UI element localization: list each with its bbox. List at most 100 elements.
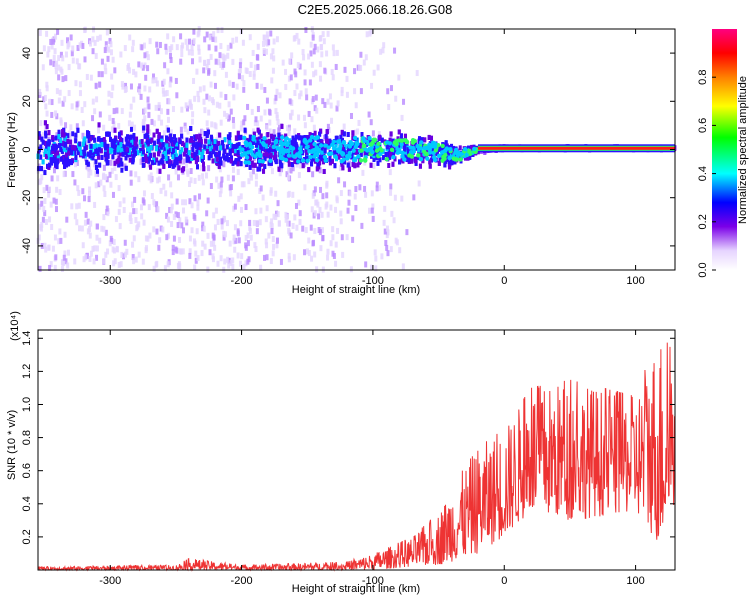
heatmap-cell [203,59,207,66]
heatmap-cell [172,139,176,145]
heatmap-cell [169,133,173,139]
heatmap-cell [67,90,71,97]
heatmap-cell [256,140,260,146]
heatmap-cell [76,150,80,156]
heatmap-cell [141,149,145,155]
heatmap-cell [326,211,330,218]
heatmap-cell [166,232,170,239]
heatmap-cell [334,142,338,148]
heatmap-cell [450,143,454,149]
heatmap-cell [220,140,224,146]
heatmap-cell [88,190,92,197]
heatmap-cell [265,242,269,249]
heatmap-cell [109,181,113,188]
heatmap-cell [323,67,327,74]
heatmap-cell [131,159,135,165]
heatmap-cell [384,152,388,158]
heatmap-cell [156,167,160,174]
heatmap-cell [196,255,200,262]
heatmap-cell [247,178,251,185]
heatmap-cell [157,176,161,183]
heatmap-cell [213,82,217,89]
heatmap-cell [147,158,151,164]
heatmap-cell [38,30,42,37]
heatmap-cell [166,127,170,133]
heatmap-cell [97,181,101,188]
heatmap-cell [93,108,97,115]
heatmap-cell [157,160,161,166]
heatmap-cell [381,47,385,54]
heatmap-cell [163,62,167,69]
heatmap-cell [244,204,248,211]
heatmap-cell [324,134,328,140]
heatmap-cell [47,186,51,193]
heatmap-cell [104,229,108,236]
heatmap-cell [385,225,389,232]
heatmap-cell [106,248,110,255]
heatmap-cell [191,111,195,118]
heatmap-cell [277,127,281,134]
heatmap-cell [380,137,384,143]
heatmap-cell [192,155,196,161]
heatmap-cell [174,77,178,84]
heatmap-cell [176,144,180,150]
heatmap-cell [183,142,187,148]
heatmap-cell [59,51,63,58]
heatmap-cell [258,166,262,172]
heatmap-cell [248,34,252,41]
heatmap-cell [351,236,355,243]
heatmap-cell [75,104,79,111]
heatmap-cell [400,195,404,202]
heatmap-cell [444,140,448,146]
heatmap-cell [175,44,179,51]
heatmap-cell [48,98,52,105]
heatmap-cell [47,139,51,145]
heatmap-cell [420,137,424,143]
heatmap-cell [118,151,122,157]
heatmap-cell [313,186,317,193]
heatmap-cell [237,237,241,244]
heatmap-cell [108,171,112,178]
heatmap-cell [149,164,153,170]
heatmap-cell [178,139,182,145]
heatmap-cell [102,124,106,131]
heatmap-cell [155,41,159,48]
heatmap-cell [85,73,89,80]
heatmap-cell [215,145,219,151]
heatmap-cell [287,227,291,234]
heatmap-cell [96,170,100,177]
heatmap-cell [91,115,95,122]
heatmap-cell [146,54,150,61]
heatmap-cell [285,171,289,178]
heatmap-cell [339,210,343,217]
heatmap-cell [204,146,208,152]
heatmap-cell [445,156,449,162]
heatmap-cell [458,154,462,160]
heatmap-cell [336,100,340,107]
heatmap-cell [76,127,80,133]
heatmap-cell [113,258,117,265]
heatmap-cell [238,62,242,69]
heatmap-cell [240,253,244,260]
heatmap-cell [385,144,389,150]
heatmap-cell [50,99,54,106]
heatmap-cell [106,210,110,217]
heatmap-cell [54,161,58,167]
heatmap-cell [174,157,178,163]
heatmap-cell [200,151,204,157]
heatmap-cell [164,43,168,50]
heatmap-cell [169,76,173,83]
heatmap-cell [243,115,247,122]
heatmap-cell [58,228,62,235]
heatmap-cell [317,213,321,220]
heatmap-cell [112,121,116,128]
heatmap-cell [277,132,281,138]
heatmap-cell [170,220,174,227]
heatmap-cell [75,101,79,108]
heatmap-cell [92,258,96,265]
heatmap-cell [216,260,220,267]
heatmap-cell [320,227,324,234]
heatmap-cell [320,149,324,155]
heatmap-cell [193,240,197,247]
heatmap-cell [74,161,78,168]
